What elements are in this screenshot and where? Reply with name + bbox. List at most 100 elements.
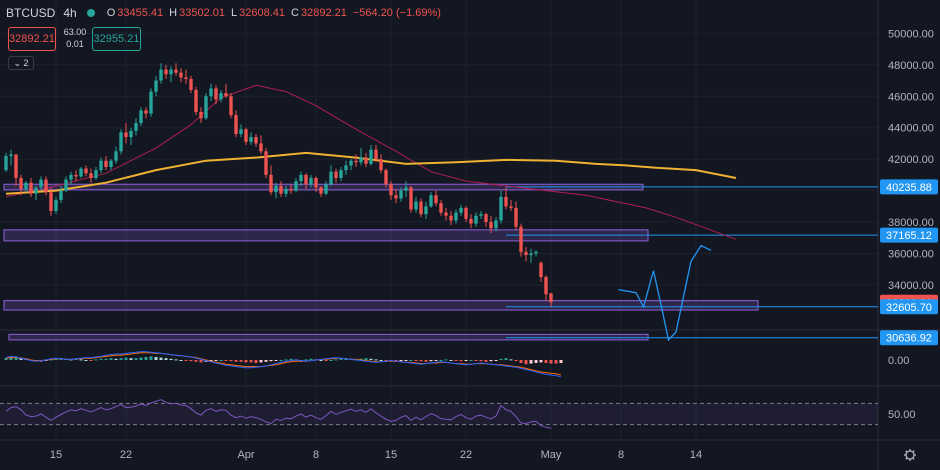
high-key: H [169, 7, 178, 19]
macd-histogram-bar [89, 360, 93, 361]
level-price-tag [880, 299, 938, 315]
candle-body [124, 132, 128, 138]
macd-histogram-bar [9, 357, 13, 360]
macd-histogram-bar [214, 360, 218, 361]
price-axis-label: 38000.00 [888, 217, 934, 229]
candle-body [534, 251, 538, 254]
candle-body [484, 214, 488, 223]
time-axis-label: May [541, 449, 562, 461]
macd-histogram-bar [559, 360, 563, 363]
macd-histogram-bar [504, 358, 508, 360]
macd-histogram-bar [119, 358, 123, 360]
candle-body [514, 207, 518, 227]
macd-histogram-bar [544, 360, 548, 363]
macd-histogram-bar [169, 358, 173, 360]
macd-histogram-bar [539, 360, 543, 363]
timeframe-label[interactable]: 4h [63, 6, 77, 20]
candle-body [504, 196, 508, 207]
candle-body [114, 151, 118, 161]
candle-body [539, 262, 543, 278]
macd-histogram-bar [474, 360, 478, 361]
candle-body [379, 159, 383, 171]
slow-ma-line [5, 151, 737, 195]
candle-body [459, 207, 463, 213]
candle-body [454, 212, 458, 221]
open-key: O [106, 7, 116, 19]
macd-histogram-bar [509, 359, 513, 361]
candle-body [374, 149, 378, 160]
macd-axis-label: 0.00 [888, 355, 909, 367]
candle-body [364, 157, 368, 164]
candle-body [349, 160, 353, 166]
candle-body [419, 201, 423, 215]
macd-histogram-bar [429, 360, 433, 362]
candle-body [14, 154, 18, 178]
candle-body [369, 149, 373, 164]
candle-body [259, 143, 263, 152]
candle-body [29, 182, 33, 194]
buy-button[interactable]: 32955.21 [92, 27, 141, 51]
candle-body [404, 187, 408, 191]
symbol-label[interactable]: BTCUSD [6, 6, 56, 20]
macd-histogram-bar [14, 356, 18, 360]
candle-body [344, 165, 348, 171]
macd-histogram-bar [159, 357, 163, 360]
candle-body [219, 93, 223, 100]
indicators-toggle-button[interactable]: ⌄ 2 [8, 56, 34, 70]
macd-histogram-bar [4, 358, 8, 360]
macd-histogram-bar [514, 360, 518, 362]
candle-body [529, 253, 533, 256]
candle-body [154, 80, 158, 92]
candle-body [519, 226, 523, 252]
candle-body [49, 192, 53, 212]
macd-histogram-bar [324, 360, 328, 361]
macd-histogram-bar [19, 357, 23, 360]
macd-histogram-bar [449, 360, 453, 361]
support-resistance-zone [8, 333, 649, 341]
candle-body [274, 185, 278, 193]
gear-tooth [905, 457, 908, 460]
macd-histogram-bar [379, 360, 383, 361]
price-axis-label: 48000.00 [888, 60, 934, 72]
level-price-tag [880, 330, 938, 346]
macd-histogram-bar [129, 358, 133, 360]
candle-body [214, 88, 218, 100]
candle-body [264, 151, 268, 175]
macd-histogram-bar [254, 360, 258, 363]
candle-body [34, 187, 38, 194]
candle-body [44, 179, 48, 193]
gear-icon[interactable] [904, 449, 916, 461]
macd-histogram-bar [554, 360, 558, 364]
candle-body [74, 174, 78, 177]
candle-body [434, 195, 438, 204]
macd-histogram-bar [359, 358, 363, 360]
rsi-line [5, 399, 552, 429]
gear-tooth [905, 450, 908, 453]
macd-histogram-bar [464, 360, 468, 361]
close-value: 32892.21 [300, 7, 347, 19]
candle-body [334, 171, 338, 178]
macd-histogram-bar [374, 359, 378, 361]
candle-body [89, 173, 93, 178]
macd-histogram-bar [94, 359, 98, 361]
sell-button[interactable]: 32892.21 [8, 27, 56, 51]
price-axis-label: 44000.00 [888, 123, 934, 135]
candle-body [444, 212, 448, 216]
candle-body [329, 171, 333, 185]
candle-body [359, 157, 363, 163]
level-price-tag [880, 179, 938, 195]
rsi-axis-label: 50.00 [888, 409, 916, 421]
candle-body [94, 170, 98, 178]
price-tag-label: 30636.92 [886, 333, 932, 345]
candle-body [54, 200, 58, 212]
macd-histogram-bar [524, 360, 528, 365]
candle-body [139, 110, 143, 123]
candle-body [244, 129, 248, 142]
macd-histogram-bar [74, 358, 78, 360]
candle-body [109, 160, 113, 167]
candle-body [69, 174, 73, 180]
candle-body [119, 132, 123, 152]
macd-histogram-bar [339, 358, 343, 360]
macd-histogram-bar [109, 358, 113, 360]
